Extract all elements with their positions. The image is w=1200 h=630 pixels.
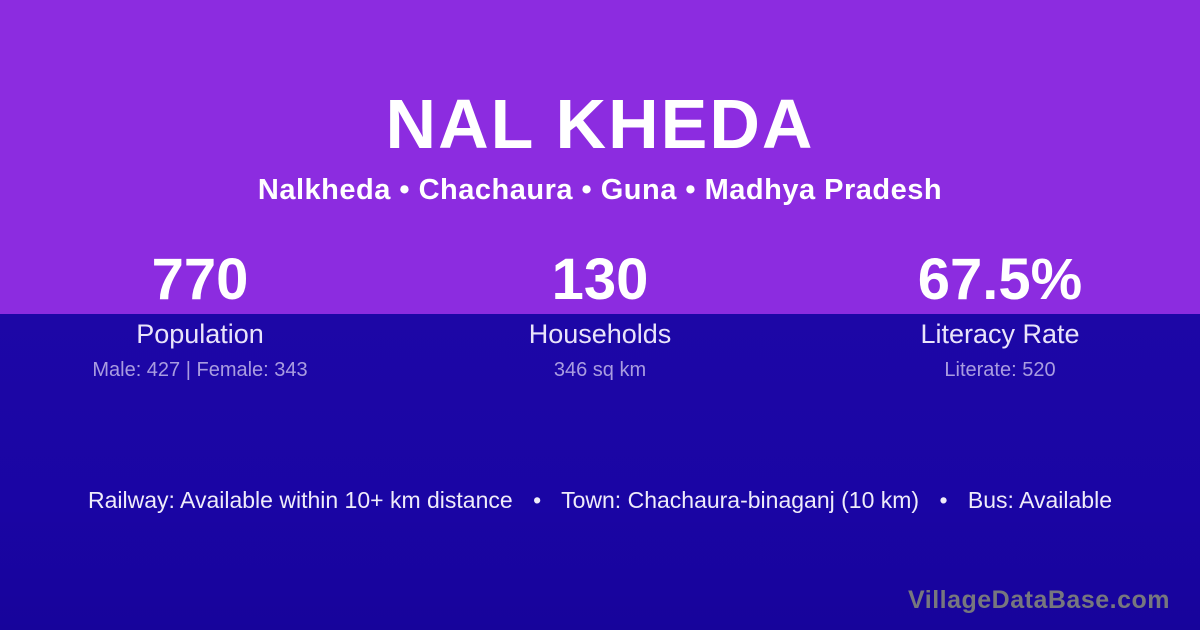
literacy-value: 67.5%	[917, 247, 1083, 312]
bus-info: Bus: Available	[967, 487, 1112, 513]
population-stat: 770 Population Male: 427 | Female: 343	[0, 248, 400, 382]
location-breadcrumb: Nalkheda • Chachaura • Guna • Madhya Pra…	[257, 174, 943, 206]
literacy-stat: 67.5% Literacy Rate Literate: 520	[800, 248, 1200, 382]
town-info: Town: Chachaura-binaganj (10 km)	[561, 487, 920, 513]
page-title: NAL KHEDA	[385, 85, 815, 163]
railway-info: Railway: Available within 10+ km distanc…	[88, 487, 513, 513]
transport-info-bar: Railway: Available within 10+ km distanc…	[0, 486, 1200, 514]
households-detail: 346 sq km	[553, 359, 647, 381]
bullet-separator: •	[533, 487, 542, 513]
site-watermark: VillageDataBase.com	[908, 586, 1170, 614]
literacy-detail: Literate: 520	[944, 359, 1056, 381]
households-label: Households	[528, 319, 672, 349]
households-value: 130	[551, 247, 649, 312]
population-label: Population	[136, 319, 264, 349]
literacy-label: Literacy Rate	[920, 319, 1080, 349]
details-section	[0, 314, 1200, 630]
population-detail: Male: 427 | Female: 343	[92, 359, 308, 381]
households-stat: 130 Households 346 sq km	[400, 248, 800, 382]
population-value: 770	[151, 247, 249, 312]
stats-row: 770 Population Male: 427 | Female: 343 1…	[0, 248, 1200, 382]
bullet-separator: •	[939, 487, 948, 513]
header-section: NAL KHEDA Nalkheda • Chachaura • Guna • …	[0, 0, 1200, 314]
